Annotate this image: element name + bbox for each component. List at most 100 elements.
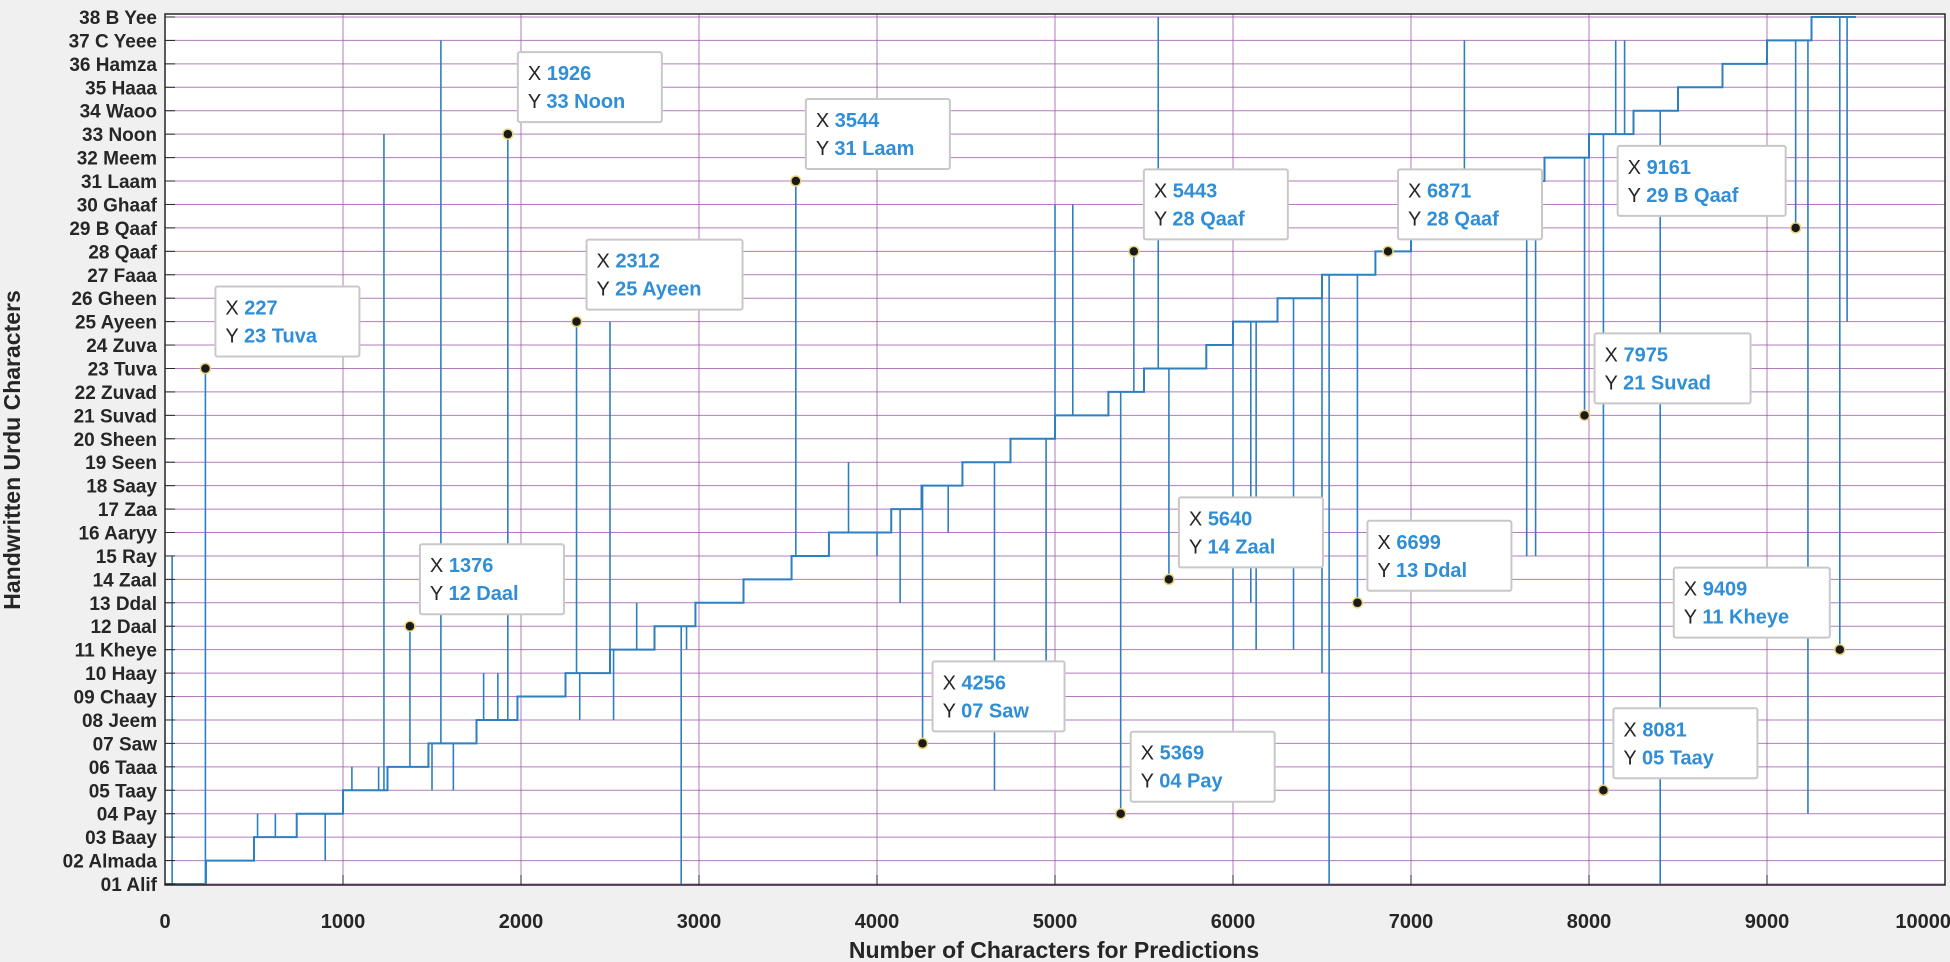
datatip-x-value: 6699 (1396, 532, 1441, 554)
datatip-box (931, 660, 1066, 733)
y-tick-label: 35 Haaa (85, 78, 157, 99)
datatip-y-key: Y (1377, 560, 1396, 582)
datatip-y-row: Y 05 Taay (1623, 747, 1714, 769)
y-tick-label: 31 Laam (81, 172, 157, 193)
datatip-marker (1128, 245, 1140, 258)
datatip-y-key: Y (1623, 747, 1642, 769)
datatip-x-row: X 6871 (1408, 180, 1471, 202)
datatip-y-key: Y (225, 325, 244, 347)
datatip-y-value: 04 Pay (1159, 771, 1223, 793)
y-tick-label: 25 Ayeen (75, 313, 157, 334)
x-tick-label: 7000 (1389, 911, 1434, 933)
y-tick-label: 16 Aaryy (78, 524, 157, 545)
datatip-x-row: X 4256 (943, 672, 1006, 694)
datatip-marker (1351, 597, 1364, 609)
y-tick-label: 17 Zaa (98, 500, 158, 521)
datatip-y-value: 23 Tuva (244, 325, 318, 347)
datatip-x-value: 8081 (1642, 719, 1687, 741)
datatip-marker (199, 362, 212, 375)
datatip-y-value: 29 B Qaaf (1646, 185, 1739, 207)
datatip-x-row: X 7975 (1605, 344, 1668, 366)
datatip-x-row: X 8081 (1623, 719, 1686, 741)
y-tick-label: 23 Tuva (88, 359, 158, 380)
datatip-y-key: Y (943, 700, 962, 722)
datatip-box (1397, 168, 1544, 241)
axes-frame (164, 13, 1946, 886)
datatip-y-row: Y 11 Kheye (1684, 607, 1789, 629)
datatip-box (418, 543, 565, 616)
datatip-y-key: Y (1154, 208, 1173, 230)
datatip-x-key: X (1623, 719, 1642, 741)
datatip-box (1142, 168, 1289, 241)
datatip-x-row: X 3544 (816, 110, 880, 132)
datatip-box (516, 51, 663, 124)
datatip-x-value: 1926 (547, 63, 592, 85)
datatip-y-row: Y 07 Saw (943, 700, 1030, 722)
y-tick-label: 09 Chaay (74, 688, 158, 709)
y-tick-label: 07 Saw (93, 734, 158, 755)
datatip-box (1129, 730, 1276, 803)
datatip-y-value: 14 Zaal (1207, 536, 1275, 558)
y-tick-label: 38 B Yee (79, 8, 157, 29)
x-tick-label: 6000 (1211, 911, 1256, 933)
datatip-x-value: 6871 (1427, 180, 1472, 202)
datatip-y-row: Y 29 B Qaaf (1628, 185, 1739, 207)
y-tick-label: 33 Noon (82, 125, 157, 146)
y-tick-label: 13 Ddal (89, 594, 157, 615)
datatip-x-row: X 1376 (430, 555, 493, 577)
datatip-y-value: 05 Taay (1642, 747, 1715, 769)
y-tick-label: 03 Baay (85, 828, 157, 849)
datatip-y-value: 11 Kheye (1702, 607, 1789, 629)
datatip: X 4256 Y 07 Saw (916, 660, 1066, 750)
y-tick-label: 12 Daal (90, 617, 157, 638)
datatip-box (1672, 566, 1831, 639)
datatip-x-key: X (1189, 508, 1208, 530)
y-tick-label: 10 Haay (85, 664, 157, 685)
y-tick-label: 19 Seen (85, 453, 157, 474)
datatip-x-key: X (1605, 344, 1624, 366)
datatip-x-row: X 9161 (1628, 157, 1691, 179)
datatip-box (1177, 496, 1324, 569)
datatip-y-row: Y 23 Tuva (225, 325, 317, 347)
datatip-marker (1114, 807, 1127, 820)
datatip-y-key: Y (597, 279, 616, 301)
y-tick-label: 22 Zuvad (75, 383, 157, 404)
datatip-y-row: Y 14 Zaal (1189, 536, 1275, 558)
y-tick-label: 28 Qaaf (88, 242, 157, 263)
datatip-y-row: Y 12 Daal (430, 583, 519, 605)
datatip-y-row: Y 21 Suvad (1605, 372, 1711, 394)
x-tick-label: 10000 (1895, 911, 1950, 933)
datatip-y-key: Y (816, 138, 835, 160)
datatip-x-value: 3544 (835, 110, 880, 132)
datatip: X 7975 Y 21 Suvad (1578, 332, 1752, 422)
datatip-x-key: X (816, 110, 835, 132)
datatip-x-value: 1376 (449, 555, 494, 577)
datatip-marker (916, 737, 929, 750)
datatip: X 2312 Y 25 Ayeen (570, 238, 744, 328)
datatip-x-key: X (597, 251, 616, 273)
datatip-marker (1597, 784, 1610, 797)
datatip-x-key: X (225, 297, 244, 319)
datatip-y-row: Y 33 Noon (528, 91, 625, 113)
y-tick-label: 36 Hamza (69, 55, 157, 76)
y-tick-label: 27 Faaa (87, 266, 157, 287)
x-tick-label: 5000 (1033, 911, 1078, 933)
y-tick-label: 26 Gheen (71, 289, 157, 310)
datatip-marker (1834, 643, 1846, 656)
datatip-x-row: X 6699 (1377, 532, 1440, 554)
datatip-x-value: 5369 (1160, 743, 1205, 765)
datatip-y-key: Y (1408, 208, 1427, 230)
datatip-marker (1578, 409, 1591, 422)
datatip-x-value: 9409 (1703, 579, 1748, 601)
datatip-y-value: 31 Laam (834, 138, 914, 160)
datatip-box (1366, 519, 1513, 592)
datatip-box (214, 285, 361, 358)
